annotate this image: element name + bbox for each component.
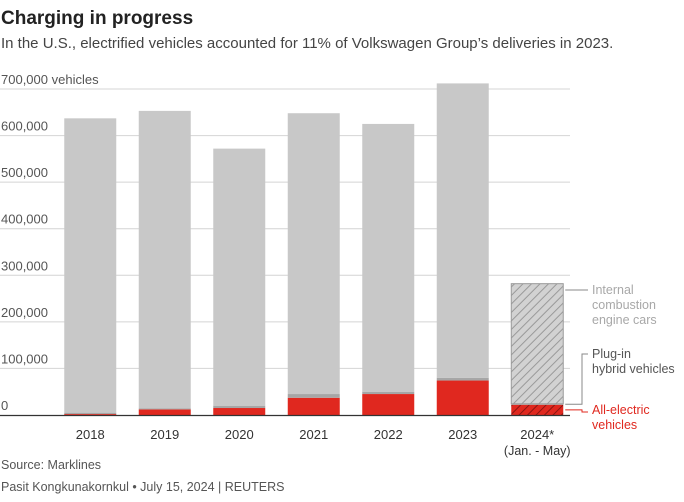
- x-tick-label: 2018: [76, 427, 105, 442]
- legend-leader-plug-in-hybrid-vehicles: [565, 353, 588, 405]
- bar-2020-internal-combustion-engine-cars: [213, 148, 266, 406]
- legend-label-all-electric-vehicles: All-electric: [592, 403, 650, 417]
- x-tick-label: 2024*: [520, 427, 554, 442]
- y-tick-label: 100,000: [1, 351, 48, 366]
- y-tick-label: 400,000: [1, 212, 48, 227]
- y-tick-label: 300,000: [1, 258, 48, 273]
- legend-label-plug-in-hybrid-vehicles: hybrid vehicles: [592, 362, 675, 376]
- bar-2019-all-electric-vehicles: [138, 409, 191, 415]
- bars: [64, 83, 564, 415]
- bar-2024-all-electric-vehicles: [511, 404, 564, 415]
- bar-2020-all-electric-vehicles: [213, 408, 266, 415]
- x-tick-label: 2020: [225, 427, 254, 442]
- legend-label-all-electric-vehicles: vehicles: [592, 418, 637, 432]
- bar-2022-internal-combustion-engine-cars: [362, 123, 415, 392]
- y-tick-label: 700,000 vehicles: [1, 72, 99, 87]
- x-tick-label: 2022: [374, 427, 403, 442]
- bar-2020-plug-in-hybrid-vehicles: [213, 405, 266, 409]
- bar-2023-internal-combustion-engine-cars: [436, 83, 489, 378]
- bar-2021-all-electric-vehicles: [287, 397, 340, 415]
- bar-2018-internal-combustion-engine-cars: [64, 118, 117, 413]
- bar-2023-all-electric-vehicles: [436, 380, 489, 415]
- chart-subtitle: In the U.S., electrified vehicles accoun…: [1, 35, 614, 52]
- credit-line: Pasit Kongkunakornkul • July 15, 2024 | …: [1, 480, 285, 494]
- axes: 0 100,000 200,000 300,000 400,000 500,000 600,…: [0, 72, 571, 458]
- legend-label-internal-combustion-engine-cars: engine cars: [592, 313, 657, 327]
- x-tick-label: 2023: [448, 427, 477, 442]
- y-tick-label: 500,000: [1, 165, 48, 180]
- bar-2022-all-electric-vehicles: [362, 394, 415, 415]
- x-tick-label: 2021: [299, 427, 328, 442]
- source-note: Source: Marklines: [1, 458, 102, 472]
- bar-2019-internal-combustion-engine-cars: [138, 110, 191, 409]
- bar-2022-plug-in-hybrid-vehicles: [362, 391, 415, 395]
- bar-2023-plug-in-hybrid-vehicles: [436, 377, 489, 381]
- bar-2021-internal-combustion-engine-cars: [287, 113, 340, 395]
- bar-2024-internal-combustion-engine-cars: [510, 283, 564, 405]
- legend-label-internal-combustion-engine-cars: combustion: [592, 298, 656, 312]
- legend-leader-all-electric-vehicles: [565, 409, 588, 413]
- y-tick-label: 600,000: [1, 119, 48, 134]
- bar-2021-plug-in-hybrid-vehicles: [287, 394, 340, 398]
- bar-2018-plug-in-hybrid-vehicles: [64, 412, 117, 415]
- x-tick-note: (Jan. - May): [504, 444, 571, 458]
- bar-2018-all-electric-vehicles: [64, 414, 117, 415]
- y-tick-label: 0: [1, 398, 8, 413]
- legend-label-plug-in-hybrid-vehicles: Plug-in: [592, 347, 631, 361]
- y-tick-label: 200,000: [1, 305, 48, 320]
- x-tick-label: 2019: [150, 427, 179, 442]
- chart-title: Charging in progress: [1, 8, 194, 29]
- legend-label-internal-combustion-engine-cars: Internal: [592, 283, 634, 297]
- bar-2019-plug-in-hybrid-vehicles: [138, 408, 191, 410]
